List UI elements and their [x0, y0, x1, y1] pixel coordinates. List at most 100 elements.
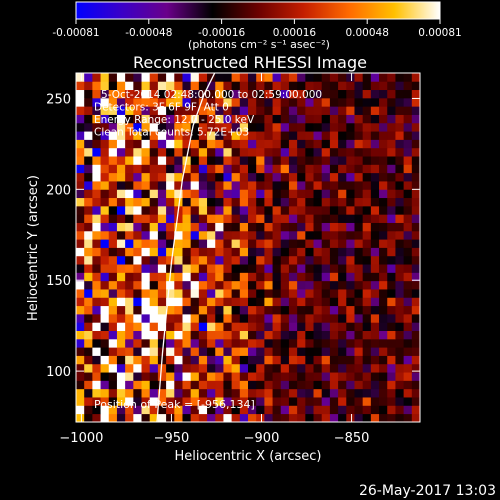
- heatmap-cell: [108, 164, 118, 174]
- heatmap-cell: [100, 122, 110, 132]
- heatmap-cell: [223, 139, 233, 149]
- heatmap-cell: [133, 156, 142, 165]
- heatmap-cell: [166, 247, 175, 257]
- heatmap-cell: [338, 413, 347, 422]
- heatmap-cell: [280, 189, 290, 199]
- heatmap-cell: [288, 264, 298, 273]
- heatmap-cell: [190, 205, 200, 215]
- heatmap-cell: [133, 247, 142, 257]
- colorbar-ticks: -0.00081 -0.00048 -0.00016 0.00016 0.00048 0.…: [52, 19, 462, 39]
- heatmap-cell: [190, 139, 200, 149]
- heatmap-cell: [133, 181, 142, 190]
- heatmap-cell: [108, 205, 118, 215]
- heatmap-cell: [403, 247, 413, 257]
- heatmap-cell: [174, 230, 183, 240]
- heatmap-cell: [239, 397, 249, 406]
- heatmap-cell: [239, 106, 249, 115]
- heatmap-cell: [108, 97, 118, 107]
- heatmap-cell: [239, 405, 249, 415]
- heatmap-cell: [207, 363, 216, 373]
- heatmap-cell: [329, 330, 339, 340]
- heatmap-cell: [157, 372, 167, 381]
- heatmap-cell: [125, 131, 134, 140]
- heatmap-cell: [133, 106, 142, 115]
- heatmap-cell: [76, 388, 85, 398]
- heatmap-cell: [362, 239, 372, 248]
- heatmap-cell: [207, 122, 216, 132]
- heatmap-cell: [272, 405, 282, 415]
- heatmap-cell: [190, 230, 200, 240]
- heatmap-cell: [305, 313, 314, 323]
- heatmap-cell: [313, 164, 323, 174]
- heatmap-cell: [182, 363, 192, 373]
- heatmap-cell: [190, 247, 200, 257]
- heatmap-cell: [338, 239, 347, 248]
- heatmap-cell: [174, 355, 183, 365]
- heatmap-cell: [157, 363, 167, 373]
- heatmap-cell: [182, 272, 192, 282]
- heatmap-cell: [256, 131, 265, 140]
- chart-title: Reconstructed RHESSI Image: [133, 53, 367, 72]
- heatmap-cell: [108, 280, 118, 290]
- heatmap-cell: [207, 405, 216, 415]
- heatmap-cell: [174, 172, 183, 182]
- heatmap-cell: [207, 164, 216, 174]
- heatmap-cell: [76, 380, 85, 390]
- heatmap-cell: [288, 172, 298, 182]
- heatmap-cell: [264, 247, 273, 257]
- heatmap-cell: [346, 247, 355, 257]
- heatmap-cell: [116, 413, 126, 422]
- heatmap-cell: [321, 338, 331, 348]
- heatmap-cell: [190, 372, 200, 381]
- heatmap-cell: [403, 347, 413, 356]
- heatmap-cell: [248, 313, 257, 323]
- heatmap-cell: [231, 172, 241, 182]
- heatmap-cell: [272, 289, 282, 298]
- heatmap-cell: [166, 73, 175, 82]
- heatmap-cell: [272, 89, 282, 99]
- heatmap-cell: [133, 272, 142, 282]
- heatmap-cell: [387, 255, 396, 265]
- heatmap-cell: [370, 81, 380, 91]
- heatmap-cell: [338, 131, 347, 140]
- heatmap-cell: [403, 181, 413, 190]
- heatmap-cell: [256, 147, 265, 157]
- heatmap-cell: [305, 181, 314, 190]
- heatmap-cell: [305, 139, 314, 149]
- heatmap-cell: [100, 355, 110, 365]
- heatmap-cell: [108, 122, 118, 132]
- heatmap-cell: [84, 330, 93, 340]
- heatmap-cell: [272, 363, 282, 373]
- heatmap-cell: [338, 313, 347, 323]
- heatmap-cell: [248, 81, 257, 91]
- heatmap-cell: [166, 413, 175, 422]
- heatmap-cell: [370, 189, 380, 199]
- heatmap-cell: [288, 106, 298, 115]
- heatmap-cell: [264, 372, 273, 381]
- heatmap-cell: [370, 172, 380, 182]
- heatmap-cell: [264, 181, 273, 190]
- heatmap-cell: [231, 181, 241, 190]
- heatmap-cell: [207, 131, 216, 140]
- heatmap-cell: [149, 305, 159, 315]
- heatmap-cell: [125, 89, 134, 99]
- heatmap-cell: [166, 197, 175, 207]
- heatmap-cell: [305, 363, 314, 373]
- heatmap-cell: [362, 147, 372, 157]
- heatmap-cell: [313, 147, 323, 157]
- heatmap-cell: [370, 280, 380, 290]
- heatmap-cell: [256, 313, 265, 323]
- heatmap-cell: [239, 413, 249, 422]
- heatmap-cell: [338, 322, 347, 331]
- heatmap-cell: [346, 313, 355, 323]
- heatmap-cell: [354, 197, 364, 207]
- heatmap-cell: [338, 272, 347, 282]
- heatmap-cell: [305, 322, 314, 331]
- heatmap-cell: [288, 139, 298, 149]
- heatmap-cell: [248, 222, 257, 232]
- heatmap-cell: [182, 313, 192, 323]
- heatmap-cell: [387, 156, 396, 165]
- heatmap-cell: [231, 313, 241, 323]
- heatmap-cell: [313, 305, 323, 315]
- heatmap-cell: [125, 397, 134, 406]
